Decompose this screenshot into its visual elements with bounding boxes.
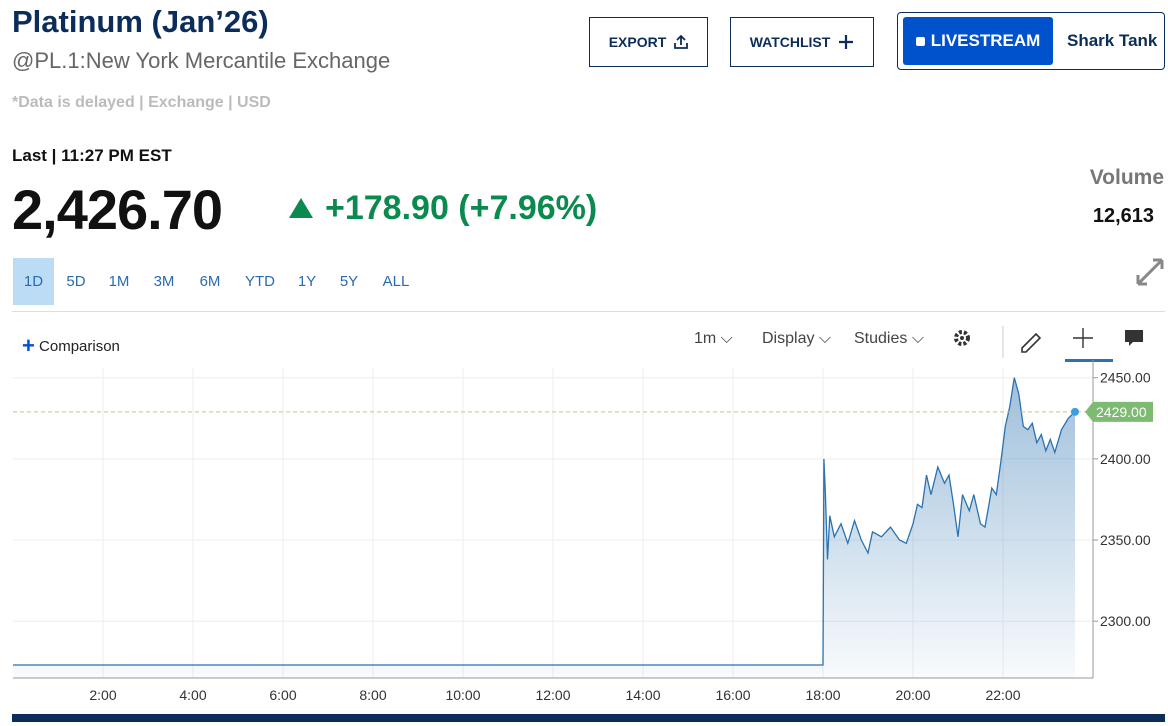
comparison-button[interactable]: + Comparison <box>22 333 120 358</box>
volume-label: Volume <box>1089 166 1164 189</box>
export-icon <box>674 35 689 49</box>
plus-icon <box>839 35 854 49</box>
x-tick-label: 6:00 <box>269 687 296 703</box>
livestream-button[interactable]: LIVESTREAM <box>903 17 1053 65</box>
bottom-bar <box>12 714 1165 722</box>
show-link[interactable]: Shark Tank <box>1067 31 1158 50</box>
y-tick-label: 2350.00 <box>1100 532 1151 548</box>
range-tab[interactable]: 1M <box>108 273 130 290</box>
price: 2,426.70 <box>12 178 223 241</box>
x-tick-label: 16:00 <box>715 687 750 703</box>
studies-menu[interactable]: Studies ⌵ <box>854 330 924 347</box>
livestream-label: LIVESTREAM <box>930 31 1041 50</box>
up-arrow <box>289 198 313 218</box>
x-tick-label: 4:00 <box>179 687 206 703</box>
range-tab[interactable]: 6M <box>199 273 221 290</box>
delay-note: *Data is delayed | Exchange | USD <box>12 94 271 111</box>
x-tick-label: 2:00 <box>89 687 116 703</box>
comment-icon[interactable] <box>1125 330 1143 346</box>
range-tab[interactable]: 3M <box>153 273 175 290</box>
chart: 2:00 4:00 6:00 8:00 10:00 12:00 14:00 16:00 18:0… <box>13 360 1153 703</box>
y-tick-label: 2300.00 <box>1100 613 1151 629</box>
comparison-label: Comparison <box>39 338 120 355</box>
x-tick-label: 14:00 <box>625 687 660 703</box>
title: Platinum (Jan’26) <box>12 4 269 39</box>
interval-label: 1m <box>694 330 717 347</box>
active-underline <box>1065 359 1113 362</box>
studies-label: Studies <box>854 330 908 347</box>
x-tick-label: 22:00 <box>985 687 1020 703</box>
price-area <box>13 377 1075 678</box>
price-line <box>13 377 1076 666</box>
x-tick-label: 20:00 <box>895 687 930 703</box>
x-tick-label: 8:00 <box>359 687 386 703</box>
watchlist-label: WATCHLIST <box>749 34 831 50</box>
display-label: Display <box>762 330 815 347</box>
range-tab[interactable]: ALL <box>382 273 410 290</box>
crosshair-icon[interactable] <box>1073 328 1093 348</box>
x-tick-label: 10:00 <box>445 687 480 703</box>
interval-menu[interactable]: 1m ⌵ <box>694 330 733 347</box>
last-price-dot <box>1071 407 1079 416</box>
export-button[interactable]: EXPORT <box>589 17 708 67</box>
range-tab[interactable]: 5Y <box>339 273 359 290</box>
range-tab[interactable]: 1Y <box>297 273 317 290</box>
divider <box>12 311 1165 312</box>
range-tab[interactable]: 5D <box>66 273 86 290</box>
tool-icons <box>954 326 1143 362</box>
live-dot <box>915 37 925 46</box>
export-label: EXPORT <box>608 34 667 50</box>
y-tick-label: 2400.00 <box>1100 451 1151 467</box>
last-price-label: 2429.00 <box>1096 404 1147 420</box>
last-label: Last | 11:27 PM EST <box>12 146 172 165</box>
draw-icon[interactable] <box>1021 332 1042 353</box>
expand-icon[interactable] <box>1135 257 1165 287</box>
x-tick-label: 12:00 <box>535 687 570 703</box>
last-price-tag <box>1085 401 1153 422</box>
range-tab[interactable]: 1D <box>13 258 54 305</box>
x-tick-label: 18:00 <box>805 687 840 703</box>
settings-icon[interactable] <box>954 330 970 346</box>
symbol: @PL.1:New York Mercantile Exchange <box>12 48 391 73</box>
change: +178.90 (+7.96%) <box>325 189 598 227</box>
y-tick-label: 2450.00 <box>1100 370 1151 386</box>
watchlist-button[interactable]: WATCHLIST <box>730 17 874 67</box>
volume-value: 12,613 <box>1092 205 1154 227</box>
range-tab[interactable]: YTD <box>245 273 275 290</box>
live-box: LIVESTREAM Shark Tank <box>897 12 1165 70</box>
display-menu[interactable]: Display ⌵ <box>762 330 832 347</box>
